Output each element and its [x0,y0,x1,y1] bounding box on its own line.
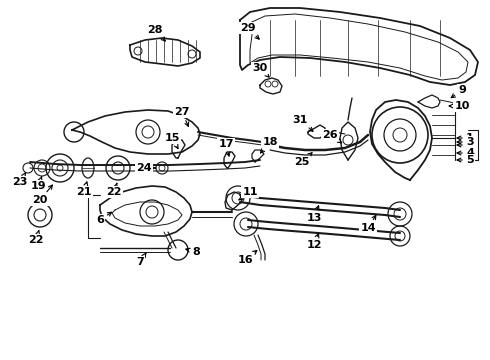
Text: 1: 1 [457,133,474,143]
Text: 10: 10 [449,101,470,111]
Text: 25: 25 [294,153,312,167]
Text: 22: 22 [28,231,44,245]
Text: 8: 8 [186,247,200,257]
Text: 26: 26 [322,130,342,143]
Text: 16: 16 [237,251,257,265]
Text: 29: 29 [240,23,259,39]
Text: 22: 22 [106,183,122,197]
Text: 28: 28 [147,25,165,41]
Text: 3: 3 [457,137,474,147]
Text: 13: 13 [306,206,322,223]
Text: 12: 12 [306,234,322,250]
Text: 31: 31 [293,115,313,131]
Text: 19: 19 [30,177,46,191]
Text: 18: 18 [261,137,278,153]
Text: 14: 14 [360,215,376,233]
Text: 21: 21 [76,182,92,197]
Text: 9: 9 [451,85,466,98]
Text: 2: 2 [457,140,474,150]
Text: 7: 7 [136,253,146,267]
Text: 5: 5 [457,155,474,165]
Text: 17: 17 [218,139,234,156]
Text: 6: 6 [96,212,112,225]
Text: 30: 30 [252,63,269,77]
Text: 4: 4 [457,148,474,158]
Text: 11: 11 [239,187,258,200]
Text: 24: 24 [136,163,156,173]
Text: 20: 20 [32,185,52,205]
Text: 23: 23 [12,173,28,187]
Text: 27: 27 [174,107,190,126]
Text: 15: 15 [164,133,180,149]
